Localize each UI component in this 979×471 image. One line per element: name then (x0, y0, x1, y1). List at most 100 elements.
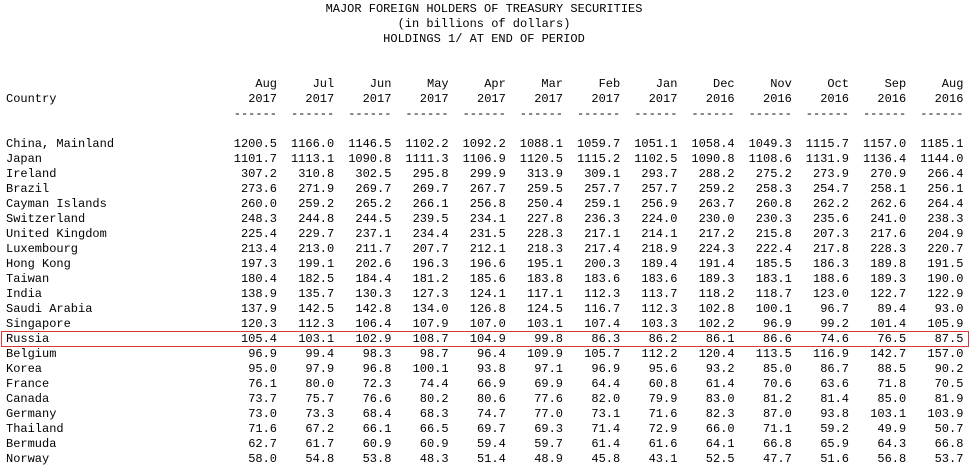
holding-value: 183.8 (526, 271, 563, 286)
holding-value: 1090.8 (348, 151, 392, 166)
holding-value: 259.2 (298, 196, 335, 211)
title-line: (in billions of dollars) (397, 16, 571, 31)
holding-value: 99.2 (820, 316, 849, 331)
holding-value: 270.9 (870, 166, 907, 181)
holding-value: 93.8 (477, 361, 506, 376)
holding-value: 222.4 (755, 241, 792, 256)
holding-value: 230.3 (755, 211, 792, 226)
holding-value: 138.9 (240, 286, 277, 301)
column-month: Feb (598, 76, 621, 91)
holding-value: 135.7 (298, 286, 335, 301)
country-name: Cayman Islands (6, 196, 107, 211)
holding-value: 76.1 (248, 376, 277, 391)
holding-value: 273.6 (240, 181, 277, 196)
holding-value: 48.3 (419, 451, 449, 466)
holding-value: 1166.0 (290, 136, 335, 151)
column-rule: ------ (805, 106, 849, 121)
holding-value: 71.1 (763, 421, 792, 436)
holding-value: 103.1 (526, 316, 563, 331)
holding-value: 95.6 (648, 361, 678, 376)
holding-value: 188.6 (812, 271, 849, 286)
column-month: Oct (827, 76, 849, 91)
holding-value: 86.3 (591, 331, 621, 346)
holding-value: 142.5 (298, 301, 335, 316)
column-month: Aug (255, 76, 277, 91)
holding-value: 137.9 (240, 301, 277, 316)
holding-value: 112.2 (641, 346, 678, 361)
holding-value: 81.2 (763, 391, 792, 406)
holding-value: 189.3 (870, 271, 907, 286)
column-year: 2017 (248, 91, 277, 106)
column-year: 2017 (648, 91, 678, 106)
country-name: Singapore (6, 316, 71, 331)
holding-value: 142.8 (355, 301, 392, 316)
holding-value: 66.5 (419, 421, 449, 436)
holding-value: 81.4 (820, 391, 849, 406)
holding-value: 73.0 (248, 406, 277, 421)
holding-value: 239.5 (412, 211, 449, 226)
holding-value: 106.4 (355, 316, 392, 331)
holding-value: 1113.1 (290, 151, 335, 166)
holding-value: 96.9 (248, 346, 277, 361)
holding-value: 61.7 (305, 436, 335, 451)
holding-value: 254.7 (812, 181, 849, 196)
holding-value: 64.4 (591, 376, 621, 391)
holding-value: 99.4 (305, 346, 335, 361)
holding-value: 191.5 (927, 256, 964, 271)
holding-value: 47.7 (763, 451, 792, 466)
holding-value: 273.9 (812, 166, 849, 181)
holding-value: 1144.0 (920, 151, 964, 166)
holding-value: 101.4 (870, 316, 907, 331)
holding-value: 227.8 (526, 211, 563, 226)
holding-value: 313.9 (526, 166, 563, 181)
holding-value: 105.7 (584, 346, 621, 361)
holding-value: 43.1 (648, 451, 678, 466)
country-name: China, Mainland (6, 136, 115, 151)
holding-value: 258.1 (870, 181, 907, 196)
holding-value: 262.6 (870, 196, 907, 211)
holding-value: 93.8 (820, 406, 849, 421)
country-name: France (6, 376, 50, 391)
holding-value: 185.6 (469, 271, 506, 286)
holding-value: 93.2 (705, 361, 735, 376)
holding-value: 66.8 (763, 436, 792, 451)
holding-value: 59.4 (477, 436, 506, 451)
holding-value: 96.4 (477, 346, 506, 361)
holding-value: 269.7 (355, 181, 392, 196)
holding-value: 1106.9 (462, 151, 506, 166)
holding-value: 1108.6 (748, 151, 792, 166)
country-name: United Kingdom (6, 226, 107, 241)
holding-value: 103.1 (298, 331, 335, 346)
holding-value: 217.6 (870, 226, 907, 241)
holding-value: 60.9 (419, 436, 449, 451)
holding-value: 211.7 (355, 241, 392, 256)
holding-value: 275.2 (755, 166, 792, 181)
holding-value: 258.3 (755, 181, 792, 196)
column-month: Aug (941, 76, 964, 91)
holding-value: 53.7 (934, 451, 964, 466)
holding-value: 56.8 (877, 451, 907, 466)
holding-value: 259.1 (584, 196, 621, 211)
holding-value: 217.1 (584, 226, 621, 241)
holding-value: 52.5 (705, 451, 735, 466)
holding-value: 85.0 (877, 391, 907, 406)
holding-value: 60.9 (362, 436, 392, 451)
column-rule: ------ (920, 106, 964, 121)
holding-value: 89.4 (877, 301, 907, 316)
holding-value: 66.9 (477, 376, 506, 391)
holding-value: 63.6 (820, 376, 849, 391)
holding-value: 1115.2 (576, 151, 621, 166)
column-year: 2016 (705, 91, 735, 106)
holding-value: 103.1 (870, 406, 907, 421)
holding-value: 103.9 (927, 406, 964, 421)
holding-value: 189.8 (870, 256, 907, 271)
holding-value: 238.3 (927, 211, 964, 226)
holding-value: 113.7 (641, 286, 678, 301)
holding-value: 98.7 (419, 346, 449, 361)
holding-value: 212.1 (469, 241, 506, 256)
holding-value: 269.7 (412, 181, 449, 196)
column-rule: ------ (691, 106, 735, 121)
holding-value: 51.6 (820, 451, 849, 466)
holding-value: 1088.1 (519, 136, 563, 151)
holding-value: 220.7 (927, 241, 964, 256)
